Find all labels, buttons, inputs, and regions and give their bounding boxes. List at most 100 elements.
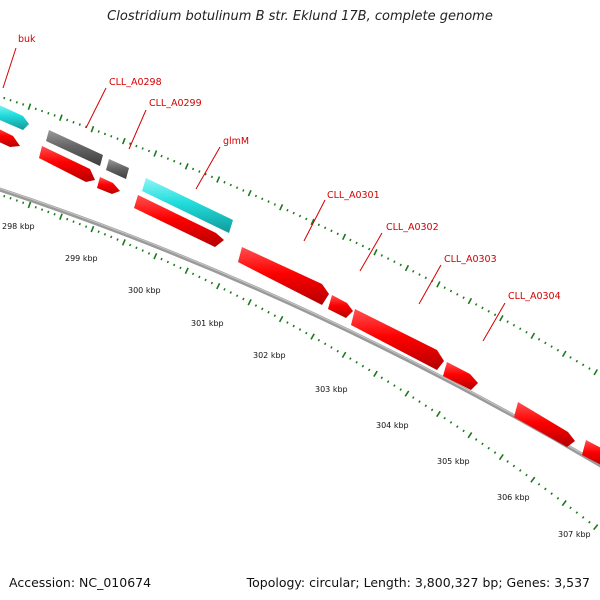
- outer-track-tick: [261, 197, 264, 201]
- outer-track-tick: [103, 132, 107, 136]
- accession-text: Accession: NC_010674: [9, 575, 152, 590]
- outer-track-tick: [556, 348, 560, 352]
- inner-track-tick: [3, 194, 6, 198]
- outer-track-tick: [310, 218, 315, 226]
- inner-track-tick: [103, 232, 107, 236]
- inner-track-tick: [550, 492, 553, 495]
- inner-track-tick: [341, 351, 347, 359]
- outer-track-tick: [424, 276, 427, 280]
- outer-track-tick: [267, 200, 270, 203]
- inner-track-tick: [493, 451, 497, 454]
- inner-track-tick: [278, 315, 284, 323]
- inner-track-tick: [537, 482, 541, 486]
- outer-track-tick: [286, 208, 289, 212]
- callout-line: [303, 199, 326, 242]
- outer-track-tick: [418, 273, 421, 276]
- outer-track-tick: [97, 130, 100, 133]
- outer-track-tick: [15, 101, 18, 104]
- inner-track-tick: [216, 282, 221, 290]
- gene-label-cll-a0304: CLL_A0304: [508, 291, 561, 302]
- outer-track-tick: [373, 249, 378, 256]
- outer-track-tick: [254, 194, 258, 198]
- feature-cds-2[interactable]: [39, 146, 95, 182]
- outer-track-tick: [27, 103, 32, 110]
- feature-cds-10[interactable]: [582, 440, 600, 467]
- inner-track-tick: [393, 384, 396, 387]
- feature-buk-trna[interactable]: [0, 103, 29, 130]
- inner-track-tick: [97, 230, 100, 234]
- feature-cll-a0299-gene[interactable]: [106, 159, 129, 179]
- inner-track-tick: [443, 416, 446, 420]
- outer-track-tick: [588, 367, 591, 370]
- feature-cds-3[interactable]: [97, 177, 120, 194]
- outer-track-tick: [235, 186, 239, 190]
- inner-track-tick: [85, 225, 88, 228]
- outer-track-tick: [493, 313, 497, 317]
- gene-label-cll-a0303: CLL_A0303: [444, 254, 497, 265]
- map-title: Clostridium botulinum B str. Eklund 17B,…: [107, 9, 493, 24]
- inner-track-tick: [330, 346, 333, 349]
- inner-track-tick: [474, 438, 478, 441]
- inner-track-tick: [22, 201, 25, 205]
- outer-track-tick: [34, 107, 37, 111]
- inner-track-tick: [430, 408, 434, 412]
- inner-track-tick: [323, 342, 327, 346]
- outer-track-tick: [355, 241, 358, 245]
- gene-label-cll-a0299: CLL_A0299: [149, 98, 202, 109]
- gene-label-glmm: glmM: [223, 136, 249, 147]
- inner-track-tick: [286, 321, 289, 324]
- inner-track-tick: [242, 297, 245, 301]
- gene-label-cll-a0302: CLL_A0302: [386, 222, 439, 233]
- outer-track-tick: [456, 293, 459, 296]
- inner-track-tick: [235, 294, 239, 298]
- outer-track-tick: [90, 125, 95, 133]
- inner-track-tick: [9, 197, 12, 200]
- inner-track-tick: [135, 246, 138, 250]
- inner-track-tick: [310, 333, 315, 340]
- inner-track-tick: [498, 453, 504, 461]
- outer-track-tick: [40, 109, 44, 113]
- feature-cds-1[interactable]: [0, 127, 20, 147]
- outer-track-tick: [593, 369, 598, 376]
- feature-cds-6[interactable]: [328, 295, 353, 318]
- inner-track-tick: [15, 199, 18, 202]
- inner-track-tick: [110, 235, 113, 239]
- inner-track-tick: [267, 310, 270, 314]
- inner-track-tick: [129, 243, 132, 247]
- inner-track-tick: [141, 249, 144, 252]
- outer-track-tick: [341, 233, 347, 241]
- outer-track-tick: [519, 327, 522, 331]
- genome-backbone-highlight: [0, 188, 600, 465]
- feature-cds-7[interactable]: [351, 309, 444, 370]
- outer-track-tick: [273, 203, 276, 206]
- feature-cds-4[interactable]: [134, 195, 224, 247]
- outer-track-tick: [393, 260, 396, 264]
- gene-labels: buk CLL_A0298 CLL_A0299 glmM CLL_A0301 C…: [18, 34, 561, 302]
- feature-glmm-trna[interactable]: [142, 178, 233, 233]
- outer-track-tick: [135, 144, 138, 148]
- inner-track-tick: [349, 357, 352, 360]
- inner-track-tick: [456, 425, 459, 428]
- feature-cll-a0298-gene[interactable]: [46, 130, 103, 166]
- outer-track-tick: [3, 96, 6, 100]
- outer-track-tick: [72, 120, 75, 124]
- feature-cds-8[interactable]: [443, 362, 478, 390]
- outer-track-tick: [216, 176, 221, 183]
- inner-track-tick: [59, 213, 63, 220]
- outer-track-tick: [198, 170, 201, 173]
- outer-track-tick: [404, 264, 410, 272]
- outer-track-tick: [474, 303, 478, 306]
- feature-cds-5[interactable]: [238, 247, 329, 305]
- inner-track-tick: [147, 252, 151, 255]
- inner-track-tick: [72, 220, 75, 223]
- genome-backbone: [0, 187, 600, 468]
- inner-track-tick: [261, 307, 264, 311]
- inner-track-tick: [530, 476, 536, 483]
- outer-track-tick: [179, 162, 182, 166]
- feature-cds-9[interactable]: [514, 402, 575, 447]
- callout-line: [359, 232, 383, 272]
- outer-track-tick: [153, 150, 158, 157]
- outer-track-tick: [53, 114, 56, 117]
- outer-track-tick: [550, 345, 553, 348]
- inner-track-tick: [418, 400, 421, 404]
